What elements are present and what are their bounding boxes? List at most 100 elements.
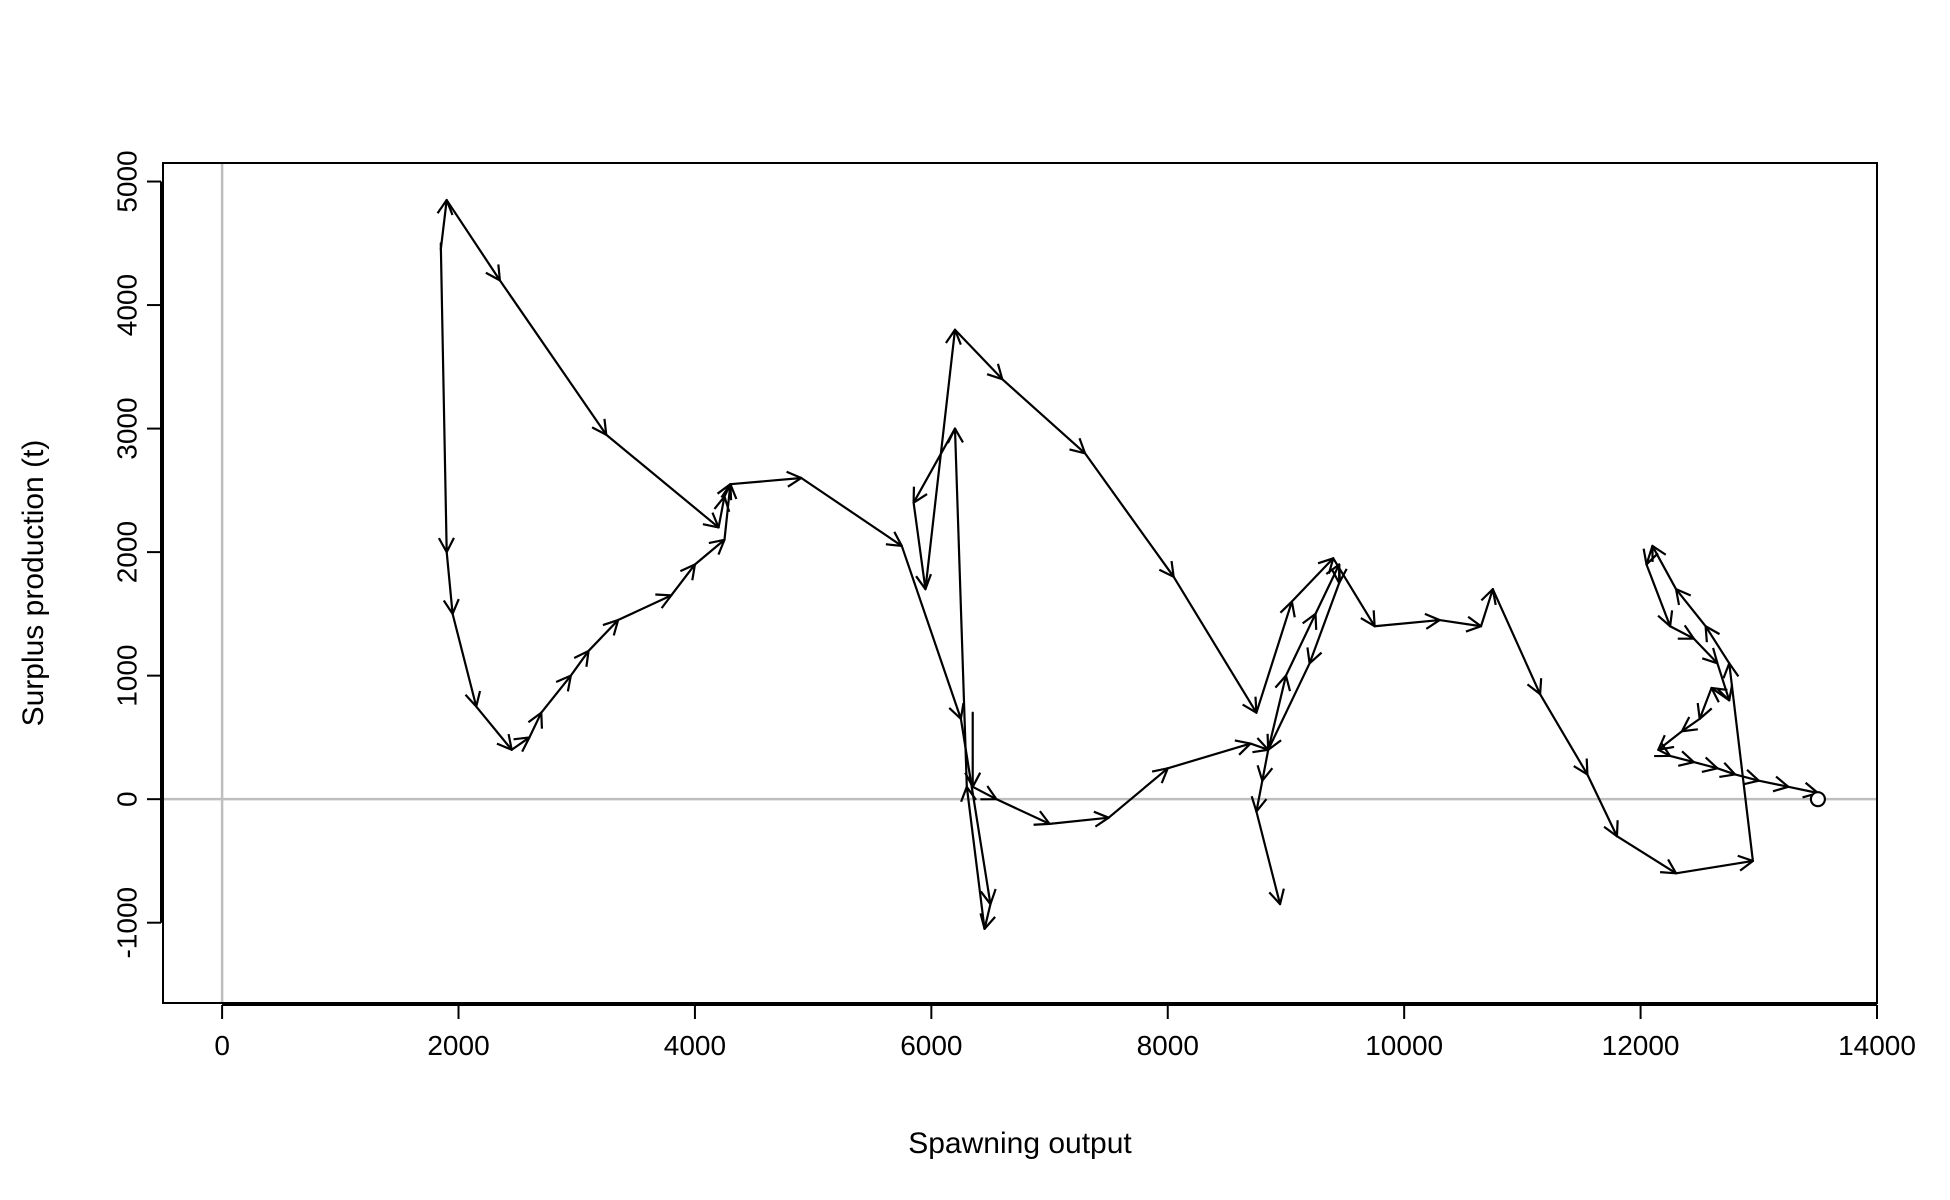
trajectory-arrowhead	[437, 537, 455, 554]
trajectory-arrowhead	[464, 690, 482, 708]
trajectory-arrowhead	[442, 598, 460, 615]
y-tick-label: 5000	[111, 150, 142, 212]
trajectory-segment	[912, 501, 927, 591]
trajectory-segment	[1657, 730, 1684, 751]
trajectory-segment	[1787, 785, 1819, 795]
trajectory-arrowhead	[679, 563, 697, 581]
trajectory-segment	[965, 785, 986, 930]
trajectory-segment	[1716, 767, 1737, 776]
trajectory-arrowhead	[1069, 437, 1087, 455]
trajectory-arrowhead	[960, 785, 977, 803]
trajectory-segment	[1314, 563, 1341, 615]
trajectory-segment	[800, 476, 903, 548]
trajectory-segment	[1001, 378, 1087, 455]
trajectory-segment	[1048, 816, 1110, 825]
y-tick-label: 4000	[111, 274, 142, 336]
x-tick-label: 4000	[664, 1030, 726, 1061]
trajectory-segment	[1249, 742, 1270, 751]
trajectory-arrowhead	[979, 888, 997, 906]
trajectory-arrowhead	[912, 486, 928, 504]
trajectory-segment	[1290, 557, 1335, 603]
trajectory-arrowhead	[1657, 610, 1674, 628]
trajectory-arrowhead	[713, 495, 731, 513]
trajectory-segment	[1284, 612, 1317, 677]
trajectory-segment	[924, 328, 957, 591]
trajectory-arrowhead	[1657, 734, 1675, 751]
y-tick-label: 2000	[111, 521, 142, 583]
trajectory-arrowhead	[986, 363, 1004, 381]
trajectory-segment	[616, 594, 673, 622]
trajectory-segment	[1166, 742, 1252, 770]
trajectory-segment	[498, 279, 608, 436]
trajectory-segment	[693, 538, 726, 566]
y-axis-title: Surplus production (t)	[17, 440, 50, 727]
trajectory-arrowhead	[1360, 610, 1376, 628]
trajectory-segment	[1255, 779, 1264, 813]
trajectory-arrowhead	[1306, 647, 1323, 665]
trajectory-segment	[723, 483, 732, 541]
x-tick-label: 10000	[1365, 1030, 1443, 1061]
trajectory-segment	[475, 705, 513, 751]
trajectory-arrowhead	[527, 711, 544, 729]
trajectory-arrowhead	[1701, 756, 1719, 774]
trajectory-segment	[445, 551, 454, 615]
trajectory-arrowhead	[1330, 568, 1348, 585]
trajectory-arrowhead	[1268, 888, 1285, 906]
trajectory-arrowhead	[1704, 625, 1721, 643]
trajectory-segment	[1651, 544, 1678, 591]
trajectory-segment	[1308, 581, 1341, 665]
trajectory-arrowhead	[1603, 820, 1619, 838]
trajectory-arrowhead	[1696, 702, 1713, 720]
trajectory-segment	[1479, 588, 1494, 628]
trajectory-arrowhead	[979, 913, 996, 930]
trajectory-segment	[1267, 662, 1311, 751]
trajectory-arrowhead	[1654, 742, 1672, 758]
trajectory-arrowhead	[1573, 758, 1589, 776]
trajectory-segment	[1704, 625, 1731, 665]
trajectory-arrowhead	[946, 427, 964, 444]
trajectory-segment	[1615, 835, 1678, 875]
trajectory-arrowhead	[1701, 647, 1719, 665]
data-paths	[439, 198, 1819, 930]
trajectory-arrowhead	[1674, 588, 1692, 606]
x-tick-label: 14000	[1838, 1030, 1916, 1061]
y-tick-label: -1000	[111, 887, 142, 959]
trajectory-arrowhead	[1424, 612, 1441, 630]
trajectory-arrowhead	[945, 328, 962, 346]
trajectory-segment	[1692, 637, 1719, 665]
trajectory-segment	[587, 618, 620, 653]
trajectory-arrowhead	[1317, 557, 1335, 574]
trajectory-arrowhead	[1242, 696, 1258, 714]
trajectory-arrowhead	[1660, 858, 1678, 875]
trajectory-segment	[995, 798, 1051, 825]
trajectory-segment	[1680, 717, 1701, 733]
trajectory-arrowhead	[1680, 716, 1698, 733]
trajectory-arrowhead	[513, 736, 531, 753]
trajectory-arrowhead	[1465, 615, 1483, 633]
trajectory-arrowhead	[720, 483, 738, 500]
trajectory-arrowhead	[786, 470, 803, 488]
trajectory-segment	[670, 563, 697, 597]
trajectory-arrowhead	[1526, 678, 1543, 696]
trajectory-arrowhead	[702, 512, 720, 529]
trajectory-segment	[528, 711, 543, 739]
trajectory-arrowhead	[1677, 750, 1695, 767]
trajectory-segment	[1083, 452, 1175, 578]
plot-frame	[162, 162, 1878, 1004]
trajectory-segment	[1107, 767, 1169, 819]
trajectory-segment	[1373, 618, 1441, 628]
trajectory-arrowhead	[1651, 544, 1667, 562]
trajectory-arrowhead	[1772, 775, 1790, 793]
trajectory-arrowhead	[1301, 612, 1318, 630]
trajectory-arrowhead	[602, 618, 620, 636]
trajectory-arrowhead	[948, 702, 965, 720]
y-axis: -1000 0 1000 2000 3000 4000 5000	[111, 150, 162, 959]
trajectory-segment	[1669, 754, 1695, 764]
trajectory-arrowhead	[1480, 588, 1497, 606]
trajectory-arrowhead	[485, 264, 501, 282]
x-tick-label: 2000	[427, 1030, 489, 1061]
trajectory-segment	[1716, 662, 1731, 702]
x-axis: 0 2000 4000 6000 8000 10000 12000 14000	[214, 1004, 1916, 1061]
trajectory-segment	[983, 903, 992, 930]
trajectory-arrowhead	[655, 593, 673, 609]
